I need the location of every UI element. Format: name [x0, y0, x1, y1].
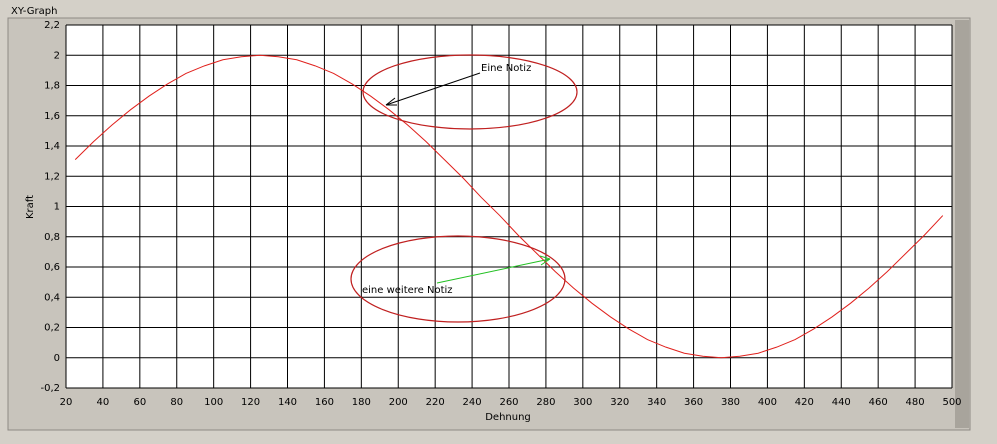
x-tick-label: 80	[170, 397, 183, 408]
x-tick-label: 140	[278, 397, 297, 408]
y-tick-label: 0,8	[44, 232, 60, 243]
x-tick-label: 300	[573, 397, 592, 408]
x-tick-label: 120	[241, 397, 260, 408]
annotation-ellipse	[350, 235, 566, 323]
x-tick-label: 160	[315, 397, 334, 408]
x-tick-label: 260	[499, 397, 518, 408]
line	[74, 54, 944, 359]
y-tick-label: 0,4	[44, 292, 60, 303]
annotation-text: Eine Notiz	[481, 63, 531, 74]
annotation-arrowhead	[539, 255, 551, 266]
x-tick-label: 100	[204, 397, 223, 408]
x-tick-label: 480	[906, 397, 925, 408]
x-tick-label: 220	[426, 397, 445, 408]
y-tick-label: 0,6	[44, 262, 60, 273]
x-tick-label: 280	[536, 397, 555, 408]
y-tick-label: 1,4	[44, 141, 60, 152]
x-tick-label: 320	[610, 397, 629, 408]
side-bar	[955, 20, 969, 428]
y-tick-label: 2	[54, 50, 60, 61]
x-axis-label: Dehnung	[485, 412, 531, 423]
y-tick-label: 0,2	[44, 323, 60, 334]
y-tick-label: 1,6	[44, 111, 60, 122]
y-tick-label: -0,2	[40, 383, 60, 394]
annotation-ellipse	[362, 54, 578, 130]
y-tick-label: 1,2	[44, 171, 60, 182]
y-axis-label: Kraft	[25, 195, 36, 219]
x-tick-label: 360	[684, 397, 703, 408]
x-tick-label: 340	[647, 397, 666, 408]
annotation-text: eine weitere Notiz	[362, 285, 453, 296]
annotation-arrowhead	[385, 97, 397, 106]
annotation-arrow	[385, 72, 481, 106]
y-tick-label: 2,2	[44, 20, 60, 31]
x-tick-label: 460	[869, 397, 888, 408]
x-tick-label: 20	[60, 397, 73, 408]
x-tick-label: 200	[389, 397, 408, 408]
x-tick-label: 400	[758, 397, 777, 408]
x-tick-label: 500	[942, 397, 961, 408]
annotation-arrow	[436, 258, 551, 284]
y-tick-label: 1,8	[44, 81, 60, 92]
x-tick-label: 40	[97, 397, 110, 408]
chart-title: XY-Graph	[11, 6, 57, 17]
y-tick-label: 0	[54, 353, 60, 364]
x-tick-label: 60	[133, 397, 146, 408]
x-tick-label: 180	[352, 397, 371, 408]
y-tick-label: 1	[54, 202, 60, 213]
x-tick-label: 240	[463, 397, 482, 408]
x-tick-label: 380	[721, 397, 740, 408]
x-tick-label: 440	[832, 397, 851, 408]
x-tick-label: 420	[795, 397, 814, 408]
